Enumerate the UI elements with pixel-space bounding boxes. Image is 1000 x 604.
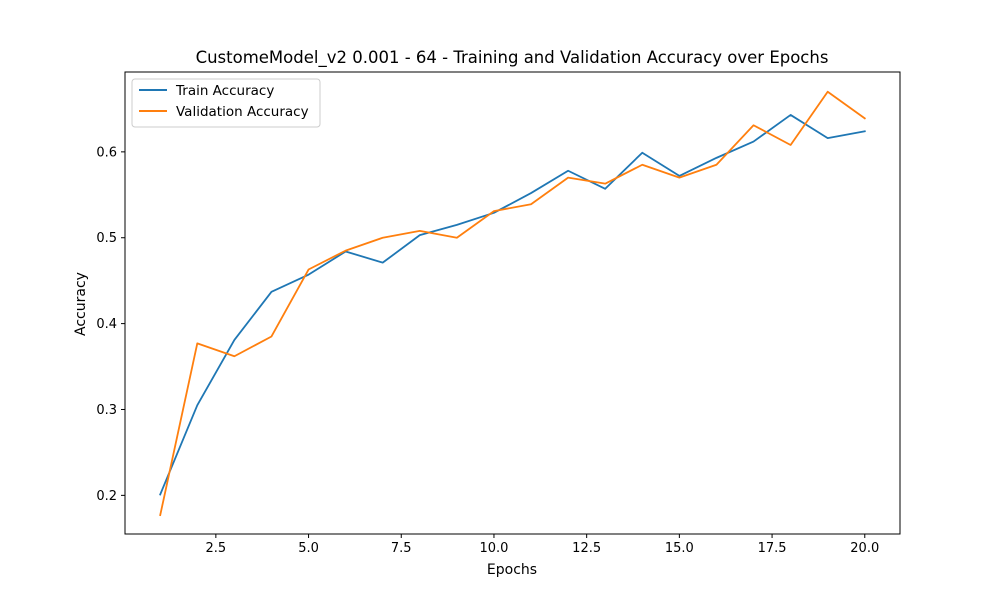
x-axis-label: Epochs <box>487 562 537 578</box>
y-tick-label: 0.6 <box>96 145 117 160</box>
x-tick-label: 17.5 <box>758 541 787 556</box>
y-tick-label: 0.3 <box>96 403 117 418</box>
ticks-layer: 2.5 5.0 7.5 10.0 12.5 15.0 17.5 20.0 0.2 0.3 0.4 0.… <box>96 145 879 556</box>
x-tick-label: 10.0 <box>479 541 508 556</box>
chart-title: CustomeModel_v2 0.001 - 64 - Training an… <box>196 48 829 68</box>
series-layer <box>160 92 865 515</box>
y-tick-label: 0.5 <box>96 231 117 246</box>
validation-accuracy-line <box>160 92 865 515</box>
y-tick-label: 0.4 <box>96 317 117 332</box>
legend-label-validation: Validation Accuracy <box>176 104 309 120</box>
x-tick-label: 2.5 <box>206 541 227 556</box>
y-tick-label: 0.2 <box>96 489 117 504</box>
legend-label-train: Train Accuracy <box>175 83 274 99</box>
x-tick-label: 7.5 <box>391 541 412 556</box>
train-accuracy-line <box>160 115 865 495</box>
x-tick-label: 12.5 <box>572 541 601 556</box>
x-tick-label: 15.0 <box>665 541 694 556</box>
x-tick-label: 5.0 <box>298 541 319 556</box>
y-axis-label: Accuracy <box>73 272 89 336</box>
legend: Train Accuracy Validation Accuracy <box>132 79 320 127</box>
x-tick-label: 20.0 <box>850 541 879 556</box>
